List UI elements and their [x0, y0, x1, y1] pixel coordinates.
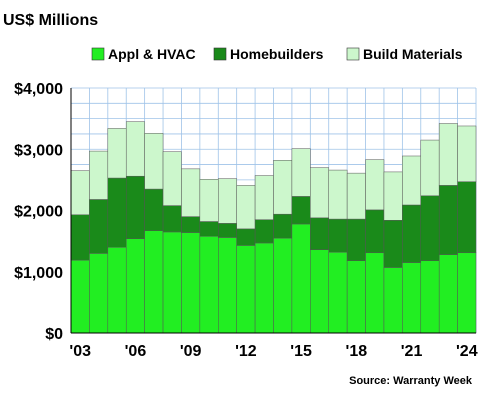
bars [70, 121, 477, 334]
x-tick-label: '15 [290, 343, 312, 360]
bar-build-materials-2012 [236, 185, 256, 230]
legend-swatch [91, 47, 105, 61]
bar-build-materials-2019 [365, 159, 385, 211]
bar-homebuilders-2003 [70, 214, 90, 261]
bar-build-materials-2022 [420, 139, 440, 197]
x-axis-labels: '03 '06 '09 '12 '15 '18 '21 '24 [69, 343, 477, 360]
bar-homebuilders-2010 [199, 221, 219, 237]
bar-appl-hvac-2005 [107, 247, 127, 334]
bar-homebuilders-2008 [162, 205, 182, 233]
bar-build-materials-2018 [346, 172, 366, 220]
bar-build-materials-2016 [310, 167, 329, 219]
bar-appl-hvac-2014 [273, 237, 293, 334]
bar-build-materials-2021 [402, 155, 422, 206]
bar-appl-hvac-2023 [438, 254, 458, 334]
y-tick-label: $1,000 [14, 265, 63, 282]
bar-appl-hvac-2007 [144, 230, 164, 334]
bar-homebuilders-2006 [125, 175, 145, 239]
bar-homebuilders-2007 [144, 188, 164, 231]
bar-appl-hvac-2021 [402, 262, 422, 334]
bar-build-materials-2017 [328, 169, 348, 220]
bar-appl-hvac-2008 [162, 231, 182, 334]
bar-homebuilders-2016 [310, 217, 329, 250]
bar-homebuilders-2005 [107, 177, 127, 248]
legend-swatch [213, 47, 227, 61]
chart-title: US$ Millions [3, 12, 98, 29]
x-tick-label: '09 [180, 343, 202, 360]
bar-appl-hvac-2003 [70, 259, 90, 334]
bar-appl-hvac-2020 [383, 267, 403, 334]
bar-build-materials-2009 [181, 168, 201, 217]
bar-build-materials-2004 [89, 150, 109, 200]
bar-homebuilders-2017 [328, 218, 348, 253]
bar-build-materials-2015 [291, 148, 311, 197]
legend-label: Homebuilders [230, 46, 324, 62]
legend-label: Build Materials [363, 46, 463, 62]
bar-build-materials-2006 [125, 121, 145, 177]
y-tick-label: $4,000 [14, 81, 63, 98]
x-tick-label: '21 [401, 343, 423, 360]
bar-homebuilders-2021 [402, 204, 422, 263]
bar-appl-hvac-2012 [236, 245, 256, 334]
bar-homebuilders-2019 [365, 209, 385, 254]
legend-item-appl-hvac: Appl & HVAC [91, 46, 196, 62]
bar-homebuilders-2015 [291, 196, 311, 225]
bar-appl-hvac-2022 [420, 260, 440, 334]
plot-area [70, 87, 477, 334]
bar-appl-hvac-2006 [125, 238, 145, 334]
bar-build-materials-2013 [254, 175, 274, 220]
bar-appl-hvac-2019 [365, 252, 385, 334]
legend-swatch [346, 47, 360, 61]
legend-item-homebuilders: Homebuilders [213, 46, 324, 62]
source-note: Source: Warranty Week [349, 375, 473, 387]
bar-appl-hvac-2013 [254, 242, 274, 334]
bar-build-materials-2011 [218, 178, 237, 224]
bar-appl-hvac-2015 [291, 223, 311, 334]
y-tick-label: $0 [45, 326, 63, 343]
bar-build-materials-2020 [383, 171, 403, 221]
bar-homebuilders-2012 [236, 228, 256, 246]
x-tick-label: '03 [69, 343, 91, 360]
y-tick-label: $3,000 [14, 142, 63, 159]
legend: Appl & HVAC Homebuilders Build Materials [91, 46, 463, 62]
bar-homebuilders-2020 [383, 220, 403, 268]
bar-build-materials-2024 [457, 125, 477, 182]
bar-homebuilders-2022 [420, 195, 440, 261]
bar-appl-hvac-2017 [328, 251, 348, 334]
bar-appl-hvac-2018 [346, 260, 366, 334]
bar-homebuilders-2023 [438, 185, 458, 255]
bar-homebuilders-2018 [346, 218, 366, 261]
bar-appl-hvac-2011 [218, 237, 237, 334]
y-axis-labels: $0 $1,000 $2,000 $3,000 $4,000 [14, 81, 63, 343]
bar-build-materials-2010 [199, 179, 219, 222]
bar-homebuilders-2014 [273, 213, 293, 239]
bar-homebuilders-2009 [181, 216, 201, 233]
bar-homebuilders-2024 [457, 181, 477, 254]
legend-item-build-materials: Build Materials [346, 46, 463, 62]
bar-build-materials-2003 [70, 170, 90, 216]
bar-appl-hvac-2016 [310, 249, 329, 334]
bar-build-materials-2014 [273, 160, 293, 215]
legend-label: Appl & HVAC [108, 46, 196, 62]
bar-homebuilders-2011 [218, 223, 237, 238]
x-tick-label: '18 [346, 343, 368, 360]
bar-build-materials-2023 [438, 123, 458, 186]
bar-build-materials-2008 [162, 151, 182, 206]
bar-build-materials-2007 [144, 133, 164, 190]
x-tick-label: '06 [125, 343, 147, 360]
bar-homebuilders-2013 [254, 219, 274, 244]
bar-appl-hvac-2009 [181, 232, 201, 334]
bar-appl-hvac-2010 [199, 235, 219, 334]
y-tick-label: $2,000 [14, 204, 63, 221]
bar-appl-hvac-2004 [89, 253, 109, 334]
bar-homebuilders-2004 [89, 199, 109, 254]
bar-build-materials-2005 [107, 128, 127, 179]
bar-appl-hvac-2024 [457, 252, 477, 334]
x-tick-label: '24 [456, 343, 478, 360]
x-tick-label: '12 [235, 343, 257, 360]
